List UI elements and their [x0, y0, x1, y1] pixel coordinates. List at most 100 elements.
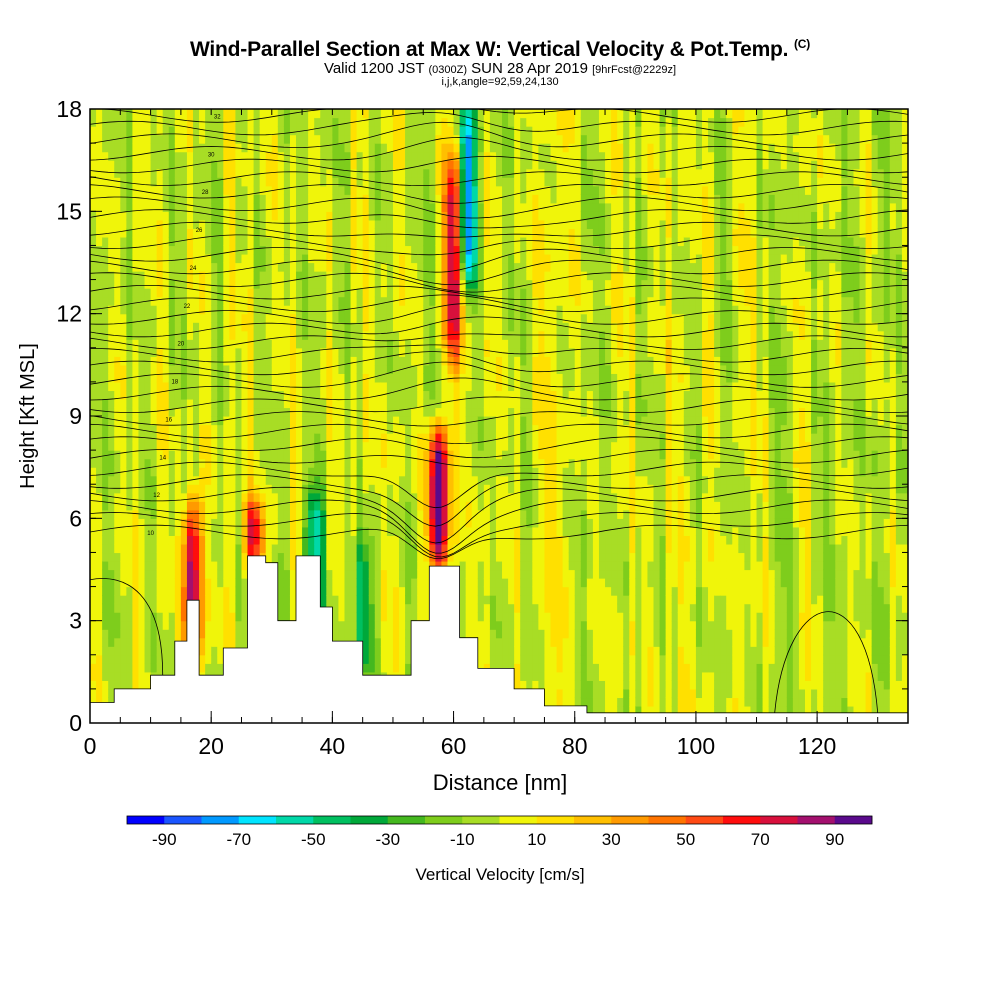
velocity-cell — [338, 475, 346, 485]
velocity-cell — [417, 458, 424, 468]
velocity-cell — [211, 654, 218, 664]
velocity-cell — [362, 305, 370, 315]
velocity-cell — [199, 160, 206, 170]
velocity-cell — [380, 185, 388, 195]
velocity-cell — [247, 160, 255, 170]
velocity-cell — [344, 134, 352, 144]
velocity-cell — [392, 202, 400, 212]
velocity-cell — [229, 168, 237, 178]
velocity-cell — [199, 484, 206, 494]
velocity-cell — [495, 228, 503, 238]
velocity-cell — [102, 160, 109, 170]
velocity-cell — [465, 296, 473, 306]
velocity-cell — [332, 330, 340, 340]
velocity-cell — [338, 253, 346, 264]
velocity-cell — [205, 313, 212, 323]
velocity-cell — [156, 595, 164, 605]
velocity-cell — [253, 381, 261, 392]
velocity-cell — [289, 484, 297, 494]
velocity-cell — [132, 347, 140, 357]
velocity-cell — [235, 629, 243, 639]
velocity-cell — [399, 398, 406, 409]
velocity-cell — [102, 484, 109, 494]
velocity-cell — [96, 364, 103, 374]
velocity-cell — [168, 518, 176, 528]
velocity-cell — [386, 646, 394, 656]
velocity-cell — [229, 151, 237, 161]
velocity-cell — [465, 586, 473, 596]
velocity-cell — [441, 126, 449, 136]
velocity-cell — [320, 484, 327, 494]
velocity-cell — [229, 160, 237, 170]
velocity-cell — [471, 620, 479, 630]
velocity-cell — [162, 279, 170, 289]
velocity-cell — [350, 433, 358, 443]
velocity-cell — [96, 347, 103, 357]
velocity-cell — [168, 185, 176, 195]
velocity-cell — [223, 424, 230, 434]
velocity-cell — [320, 134, 327, 144]
velocity-cell — [374, 654, 382, 664]
velocity-cell — [247, 143, 255, 153]
velocity-cell — [465, 313, 473, 323]
velocity-cell — [102, 151, 109, 161]
velocity-cell — [144, 134, 152, 144]
velocity-cell — [205, 305, 212, 315]
velocity-cell — [283, 484, 291, 494]
velocity-cell — [120, 595, 127, 605]
velocity-cell — [205, 475, 212, 485]
velocity-cell — [223, 407, 230, 417]
velocity-cell — [174, 322, 182, 332]
velocity-cell — [235, 211, 243, 221]
velocity-cell — [205, 194, 212, 204]
velocity-cell — [411, 578, 418, 588]
velocity-cell — [247, 441, 255, 451]
velocity-cell — [96, 441, 103, 451]
velocity-cell — [241, 578, 249, 588]
velocity-cell — [138, 629, 146, 639]
velocity-cell — [417, 518, 424, 528]
velocity-cell — [471, 134, 479, 144]
velocity-cell — [399, 117, 406, 127]
velocity-cell — [126, 543, 134, 554]
velocity-cell — [138, 552, 146, 562]
velocity-cell — [471, 441, 479, 451]
velocity-cell — [114, 535, 121, 545]
velocity-cell — [168, 143, 176, 153]
velocity-cell — [362, 569, 370, 579]
velocity-cell — [477, 177, 485, 187]
velocity-cell — [247, 228, 255, 238]
velocity-cell — [471, 424, 479, 434]
velocity-cell — [368, 612, 376, 622]
velocity-cell — [453, 151, 461, 161]
velocity-cell — [399, 416, 406, 426]
velocity-cell — [229, 612, 237, 622]
velocity-cell — [223, 271, 230, 281]
velocity-cell — [126, 637, 134, 647]
velocity-cell — [477, 228, 485, 238]
velocity-cell — [211, 185, 218, 195]
velocity-cell — [502, 356, 509, 366]
velocity-cell — [229, 202, 237, 212]
velocity-cell — [368, 381, 376, 392]
velocity-cell — [150, 236, 158, 247]
velocity-cell — [374, 381, 382, 392]
velocity-cell — [502, 629, 509, 639]
velocity-cell — [502, 518, 509, 528]
velocity-cell — [489, 475, 497, 485]
velocity-cell — [229, 305, 237, 315]
velocity-cell — [120, 560, 127, 571]
velocity-cell — [114, 271, 121, 281]
velocity-cell — [180, 467, 188, 477]
velocity-cell — [332, 398, 340, 409]
velocity-cell — [102, 646, 109, 656]
velocity-cell — [235, 143, 243, 153]
velocity-cell — [259, 253, 267, 264]
velocity-cell — [392, 612, 400, 622]
velocity-cell — [399, 586, 406, 596]
velocity-cell — [138, 543, 146, 554]
velocity-cell — [465, 492, 473, 502]
velocity-cell — [350, 569, 358, 579]
velocity-cell — [205, 347, 212, 357]
velocity-cell — [465, 228, 473, 238]
